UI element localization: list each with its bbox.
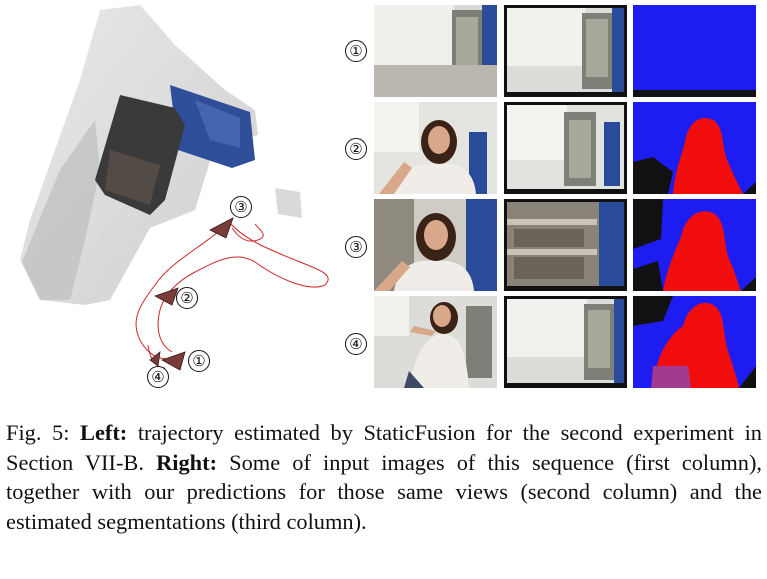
segmentation-row-1 [633,5,756,97]
segmentation-row-3 [633,199,756,291]
point-cloud-reconstruction [20,5,329,371]
trajectory-label-3: ③ [230,196,252,218]
caption-right-label: Right: [156,449,218,475]
input-image-row-3 [374,199,497,291]
row-label-1: ① [345,40,367,62]
input-image-row-1 [374,5,497,97]
shelf-detail [105,150,160,205]
camera-marker-2 [154,287,179,306]
camera-marker-1 [161,351,186,371]
row-label-4: ④ [345,333,367,355]
predicted-image-row-1 [504,5,627,97]
caption-right-text: Some of input images of this sequence (f… [6,449,762,534]
predicted-image-row-2 [504,102,627,194]
segmentation-row-4 [633,296,756,388]
input-image-row-4 [374,296,497,388]
caption-left-text: trajectory estimated by StaticFusion for… [6,420,762,475]
camera-marker-3 [209,217,234,239]
trajectory-label-4: ④ [147,366,169,388]
predicted-image-row-3 [504,199,627,291]
floating-patch [275,188,302,218]
row-label-2: ② [345,138,367,160]
trajectory-label-1: ① [188,350,210,372]
trajectory-label-2: ② [176,287,198,309]
row-label-3: ③ [345,236,367,258]
wall-shadow [22,120,100,300]
blue-panel-highlight [195,100,240,148]
figure-caption: Fig. 5: Left: trajectory estimated by St… [6,418,762,536]
camera-marker-4 [149,351,161,367]
predicted-image-row-4 [504,296,627,388]
input-image-row-2 [374,102,497,194]
caption-left-label: Left: [80,420,128,445]
caption-fig-label: Fig. 5: [6,420,70,445]
segmentation-row-2 [633,102,756,194]
